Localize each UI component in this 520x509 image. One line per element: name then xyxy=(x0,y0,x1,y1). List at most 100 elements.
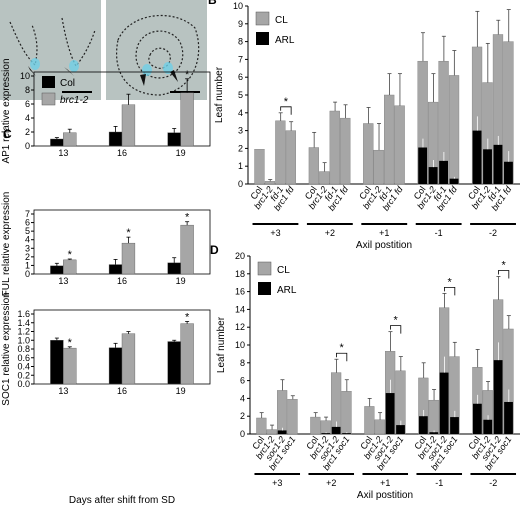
y-tick-label: 9 xyxy=(238,19,243,29)
micrograph-outlines xyxy=(9,15,200,96)
panel-letter: D xyxy=(210,243,219,257)
arrowhead-icon xyxy=(170,70,178,82)
cl-bar xyxy=(384,94,395,185)
y-tick-label: 12 xyxy=(235,322,245,332)
brc1-2-bar xyxy=(121,104,136,147)
legend-label-cl: CL xyxy=(275,15,288,26)
arl-bar xyxy=(504,161,513,184)
y-tick-label: 5 xyxy=(25,226,30,236)
y-tick-label: 20 xyxy=(235,251,245,261)
col-bar xyxy=(50,340,64,385)
y-tick-label: 0.4 xyxy=(17,362,30,372)
y-tick-label: 10 xyxy=(233,1,243,11)
arl-bar xyxy=(429,432,439,434)
cl-bar xyxy=(320,420,331,435)
cl-bar xyxy=(364,406,375,435)
arl-bar xyxy=(483,419,493,434)
cl-bar xyxy=(277,390,288,435)
significance-star: * xyxy=(284,96,289,108)
y-tick-label: 1.0 xyxy=(17,335,30,345)
axil-position-label: +2 xyxy=(326,478,336,488)
cl-bar xyxy=(374,419,385,435)
y-tick-label: 18 xyxy=(235,269,245,279)
col-bar xyxy=(167,341,181,385)
y-tick-label: 8 xyxy=(25,85,30,95)
legend-label-arl: ARL xyxy=(275,35,295,46)
axil-position-label: +3 xyxy=(270,228,280,238)
y-tick-label: 2 xyxy=(25,252,30,262)
significance-bracket xyxy=(390,325,402,334)
arl-bar xyxy=(385,393,395,434)
micrograph-right xyxy=(106,0,207,100)
y-tick-label: 1.6 xyxy=(17,309,30,319)
col-bar xyxy=(108,347,123,385)
significance-star: * xyxy=(185,212,190,224)
y-tick-label: 2 xyxy=(238,143,243,153)
x-tick-label: 19 xyxy=(176,386,186,396)
y-tick-label: 0.0 xyxy=(17,379,30,389)
arl-bar xyxy=(321,433,331,434)
significance-bracket xyxy=(336,352,348,362)
cl-bar xyxy=(310,416,321,435)
significance-star: * xyxy=(339,342,344,354)
significance-star: * xyxy=(393,315,398,327)
y-tick-label: 1 xyxy=(238,161,243,171)
leaf-outline xyxy=(61,17,96,68)
y-axis-title: FUL relative expression xyxy=(1,192,12,297)
y-tick-label: 0.2 xyxy=(17,370,30,380)
cl-bar xyxy=(266,429,277,435)
legend-label-arl: ARL xyxy=(277,285,297,296)
arl-bar xyxy=(277,430,287,434)
col-bar xyxy=(108,131,123,147)
meristem-spot xyxy=(142,64,152,76)
col-bar xyxy=(50,265,64,275)
x-tick-label: 19 xyxy=(176,148,186,158)
y-tick-label: 4 xyxy=(238,108,243,118)
brc1-2-bar xyxy=(180,92,194,147)
arl-bar xyxy=(418,416,428,434)
meristem-spot xyxy=(30,58,40,70)
cl-bar xyxy=(340,117,351,185)
arl-bar xyxy=(439,160,449,184)
axil-position-label: -1 xyxy=(435,478,443,488)
arl-bar xyxy=(483,149,492,184)
axil-position-label: +2 xyxy=(325,228,335,238)
col-bar xyxy=(50,138,64,147)
y-tick-label: 0.8 xyxy=(17,344,30,354)
brc1-2-bar xyxy=(121,242,136,275)
legend-swatch-cl xyxy=(255,11,270,26)
significance-star: * xyxy=(501,259,506,271)
arrowhead-icon xyxy=(140,74,146,86)
significance-star: * xyxy=(447,276,452,288)
axil-position-label: +3 xyxy=(272,478,282,488)
y-tick-label: 6 xyxy=(25,99,30,109)
significance-bracket xyxy=(444,286,456,296)
x-tick-label: 16 xyxy=(117,276,127,286)
legend-swatch-brc1-2 xyxy=(41,92,56,106)
significance-star: * xyxy=(185,311,190,323)
x-tick-label: 13 xyxy=(58,148,68,158)
legend-label-cl: CL xyxy=(277,265,290,276)
y-tick-label: 6 xyxy=(240,376,245,386)
legend-label-brc1-2: brc1-2 xyxy=(60,95,89,106)
cl-bar xyxy=(341,391,352,435)
cl-bar xyxy=(428,399,439,435)
legend-swatch-arl xyxy=(258,282,271,295)
x-axis-title: Days after shift from SD xyxy=(69,495,175,506)
arl-bar xyxy=(493,360,503,434)
x-tick-label: 19 xyxy=(176,276,186,286)
axil-position-label: -1 xyxy=(435,228,443,238)
cl-bar xyxy=(394,105,405,185)
legend-swatch-arl xyxy=(256,32,269,45)
y-tick-label: 1 xyxy=(25,260,30,270)
y-tick-label: 6 xyxy=(238,72,243,82)
cl-bar xyxy=(254,149,265,185)
y-tick-label: 0 xyxy=(25,141,30,151)
cl-bar xyxy=(319,171,330,185)
y-tick-label: 0 xyxy=(238,179,243,189)
arl-bar xyxy=(331,426,341,434)
